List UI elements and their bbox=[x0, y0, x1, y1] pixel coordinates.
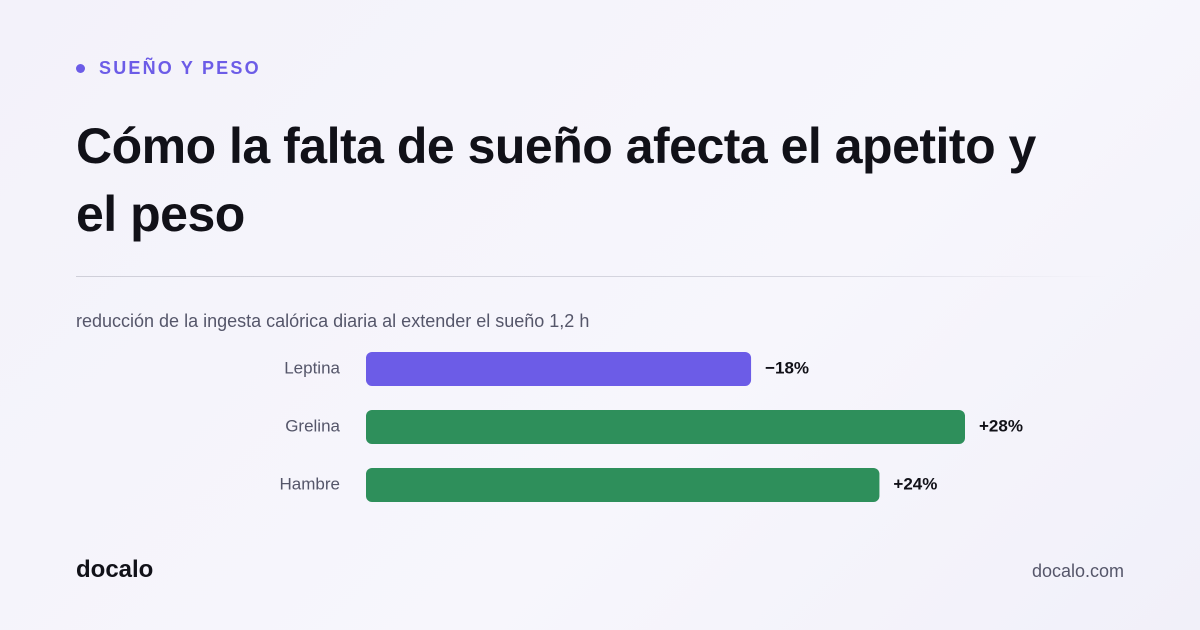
kicker-dot bbox=[76, 64, 85, 73]
category-label: Leptina bbox=[284, 358, 340, 377]
kicker: SUEÑO Y PESO bbox=[76, 58, 261, 79]
kicker-text: SUEÑO Y PESO bbox=[99, 58, 261, 78]
divider bbox=[76, 276, 1106, 277]
value-label: +24% bbox=[893, 474, 937, 493]
category-label: Grelina bbox=[285, 416, 340, 435]
site-url[interactable]: docalo.com bbox=[1031, 561, 1124, 581]
value-label: +28% bbox=[979, 416, 1023, 435]
bar bbox=[366, 352, 752, 386]
brand-logo[interactable]: docalo bbox=[76, 556, 154, 583]
value-label: −18% bbox=[765, 358, 809, 377]
category-label: Hambre bbox=[280, 474, 340, 493]
bar bbox=[366, 468, 880, 502]
chart-subtitle: reducción de la ingesta calórica diaria … bbox=[76, 311, 590, 331]
bar bbox=[366, 410, 965, 444]
chart-title: Cómo la falta de sueño afecta el apetito… bbox=[76, 118, 1036, 242]
chart: Leptina −18% Grelina +28% Hambre +24% bbox=[280, 352, 1023, 502]
